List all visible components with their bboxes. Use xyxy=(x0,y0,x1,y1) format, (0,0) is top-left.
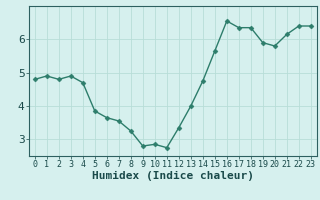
X-axis label: Humidex (Indice chaleur): Humidex (Indice chaleur) xyxy=(92,171,254,181)
